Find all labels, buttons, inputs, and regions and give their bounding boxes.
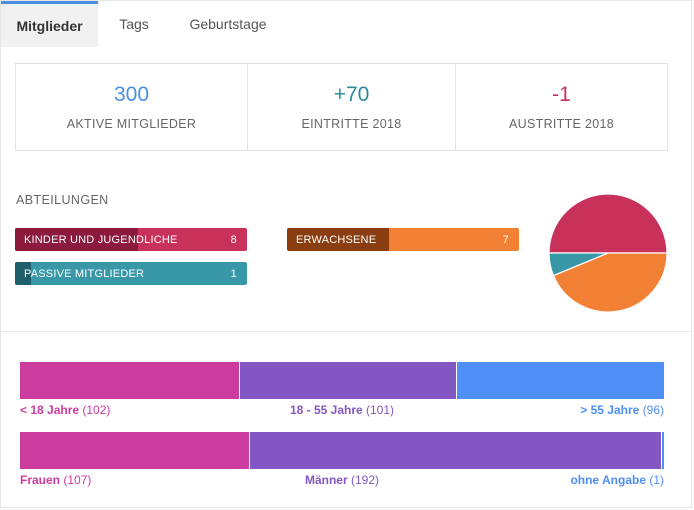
stat-active-members: 300 AKTIVE MITGLIEDER (16, 64, 248, 150)
department-count: 1 (230, 267, 237, 280)
age-over-55-legend-item: > 55 Jahre (96) (580, 403, 664, 417)
department-name: PASSIVE MITGLIEDER (24, 267, 145, 280)
stat-label: AUSTRITTE 2018 (509, 117, 614, 131)
department-kinder-und-jugendliche[interactable]: KINDER UND JUGENDLICHE 8 (15, 228, 247, 251)
stat-label: AKTIVE MITGLIEDER (66, 117, 197, 131)
department-fill (15, 228, 138, 251)
stat-entries: +70 EINTRITTE 2018 (248, 64, 456, 150)
legend-label: Frauen (20, 473, 61, 487)
stat-value: -1 (552, 83, 571, 106)
tab-tags[interactable]: Tags (119, 16, 149, 32)
departments-pie-chart (548, 193, 668, 313)
legend-label: 18 - 55 Jahre (289, 403, 363, 417)
legend-count: (192) (347, 473, 380, 487)
gender-maenner-legend-item: Männer (192) (305, 473, 379, 487)
gender-frauen-segment[interactable] (20, 432, 250, 469)
department-name: KINDER UND JUGENDLICHE (24, 233, 178, 246)
legend-count: (1) (646, 473, 664, 487)
pie-slice-passive-mitglieder[interactable] (548, 252, 609, 277)
gender-distribution-bar (20, 432, 664, 469)
stats-panel: 300 AKTIVE MITGLIEDER +70 EINTRITTE 2018… (15, 63, 668, 151)
age-over-55-segment[interactable] (457, 362, 664, 399)
age-under-18-segment[interactable] (20, 362, 240, 399)
gender-frauen-legend-item: Frauen (107) (20, 473, 91, 487)
gender-maenner-segment[interactable] (249, 432, 662, 469)
gender-ohne-angabe-legend-item: ohne Angabe (1) (570, 473, 664, 487)
stat-exits: -1 AUSTRITTE 2018 (456, 64, 667, 150)
legend-label: Männer (304, 473, 348, 487)
department-erwachsene[interactable]: ERWACHSENE 7 (287, 228, 519, 251)
department-passive-mitglieder[interactable]: PASSIVE MITGLIEDER 1 (15, 262, 247, 285)
age-distribution-bar (20, 362, 664, 399)
legend-count: (101) (362, 403, 395, 417)
tab-mitglieder[interactable]: Mitglieder (1, 1, 98, 47)
legend-count: (96) (639, 403, 664, 417)
department-fill (15, 262, 32, 285)
legend-label: ohne Angabe (570, 473, 646, 487)
age-18-55-segment[interactable] (239, 362, 458, 399)
departments-title: ABTEILUNGEN (16, 193, 109, 207)
stat-label: EINTRITTE 2018 (301, 117, 402, 131)
gender-ohne-angabe-segment[interactable] (661, 432, 664, 469)
department-count: 8 (230, 233, 237, 246)
age-18-55-legend-item: 18 - 55 Jahre (101) (290, 403, 394, 417)
legend-label: > 55 Jahre (580, 403, 640, 417)
department-fill (287, 228, 390, 251)
legend-count: (102) (79, 403, 111, 417)
stat-value: 300 (113, 83, 150, 106)
age-legend: < 18 Jahre (102) 18 - 55 Jahre (101) > 55 … (20, 403, 664, 419)
tab-bar: Mitglieder Tags Geburtstage (1, 1, 286, 47)
stat-value: +70 (333, 83, 370, 106)
pie-slice-kinder-und-jugendliche[interactable] (548, 193, 668, 254)
department-name: ERWACHSENE (296, 233, 377, 246)
section-divider (1, 331, 692, 332)
tab-geburtstage[interactable]: Geburtstage (189, 16, 267, 32)
pie-slice-erwachsene[interactable] (552, 252, 668, 313)
age-under-18-legend-item: < 18 Jahre (102) (20, 403, 110, 417)
legend-label: < 18 Jahre (20, 403, 80, 417)
legend-count: (107) (60, 473, 92, 487)
department-count: 7 (502, 233, 509, 246)
gender-legend: Frauen (107) Männer (192) ohne Angabe (1) (20, 473, 664, 489)
